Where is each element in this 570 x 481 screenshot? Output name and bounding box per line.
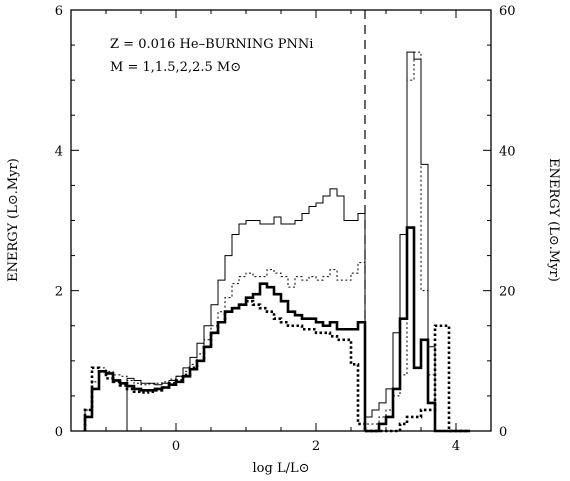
y-right-tick-label: 0 bbox=[499, 425, 507, 440]
x-tick-label: 4 bbox=[452, 439, 460, 454]
series-3-low-luminosity-steps bbox=[83, 282, 367, 431]
x-tick-label: 0 bbox=[172, 439, 180, 454]
y-right-tick-label: 60 bbox=[499, 4, 516, 19]
y-right-tick-label: 20 bbox=[499, 285, 516, 300]
y-left-tick-label: 4 bbox=[55, 144, 63, 159]
y-axis-right-label: ENERGY (L⊙.Myr) bbox=[546, 158, 561, 282]
series-3-high-luminosity-steps bbox=[365, 226, 470, 433]
annotation-line2: M = 1,1.5,2,2.5 M⊙ bbox=[110, 60, 241, 75]
series-1-high-luminosity-steps bbox=[364, 51, 470, 432]
series-4-low-luminosity-steps bbox=[83, 299, 367, 431]
x-axis-label: log L/L⊙ bbox=[253, 461, 310, 476]
y-right-tick-label: 40 bbox=[499, 144, 516, 159]
y-left-tick-label: 2 bbox=[55, 285, 63, 300]
x-tick-label: 2 bbox=[312, 439, 320, 454]
annotation-line1: Z = 0.016 He–BURNING PNNi bbox=[110, 37, 313, 52]
series-4-high-luminosity-steps bbox=[365, 324, 470, 433]
series-layer bbox=[83, 51, 470, 433]
series-2-high-luminosity-steps bbox=[364, 51, 470, 432]
y-left-tick-label: 6 bbox=[55, 4, 63, 19]
y-left-tick-label: 0 bbox=[55, 425, 63, 440]
series-1-low-luminosity-steps bbox=[85, 188, 366, 432]
y-axis-left-label: ENERGY (L⊙.Myr) bbox=[6, 158, 21, 282]
series-2-low-luminosity-steps bbox=[84, 262, 366, 431]
